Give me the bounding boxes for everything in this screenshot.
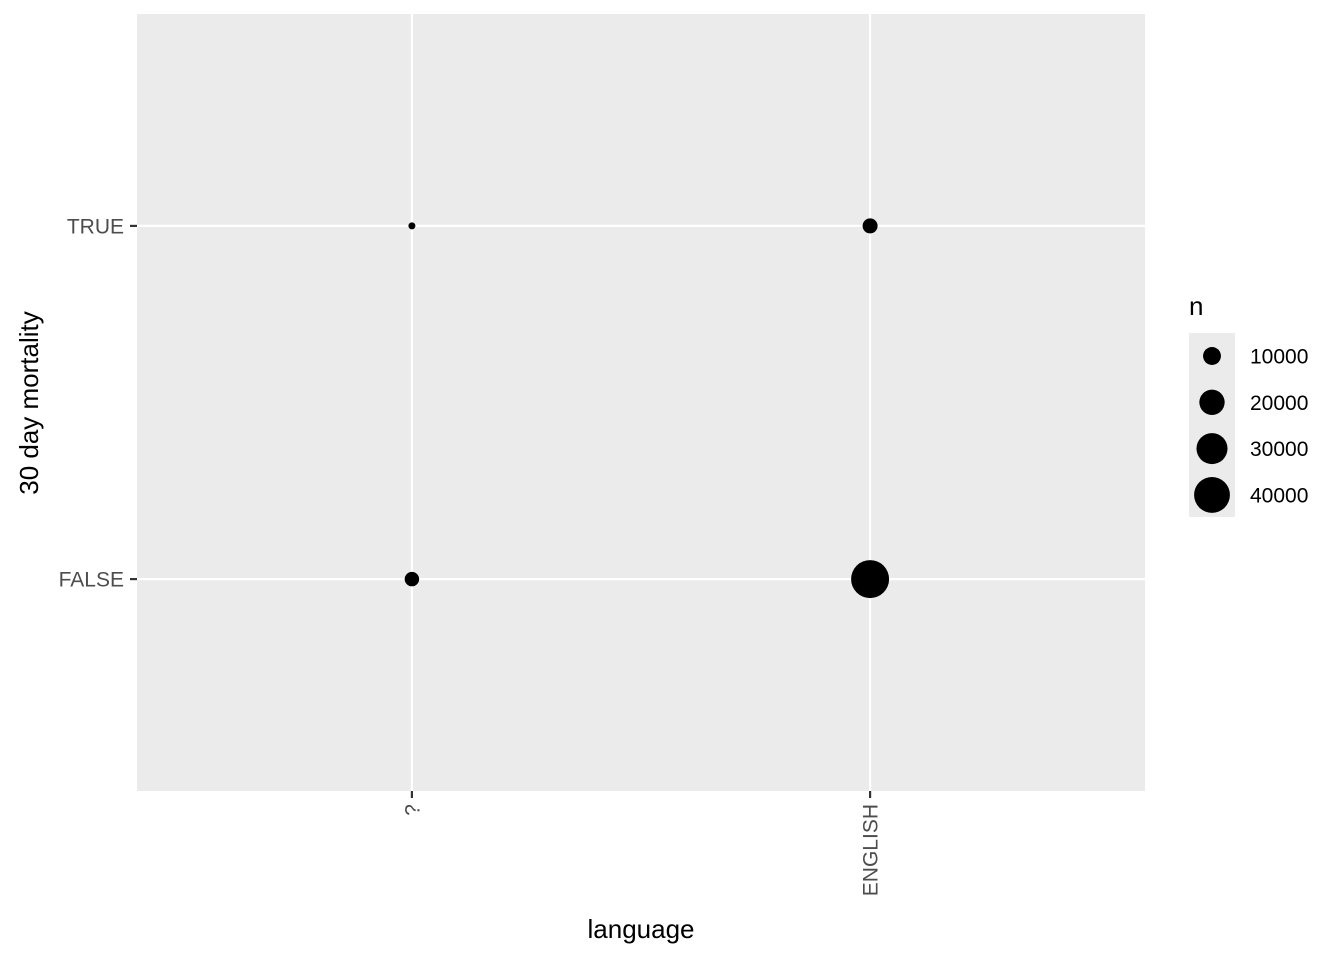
y-tick-label-false: FALSE [59, 569, 124, 592]
legend-key-40000 [1194, 476, 1230, 513]
legend-key-10000 [1203, 347, 1221, 365]
point-english-false [851, 560, 890, 599]
x-tick-label-english: ENGLISH [860, 804, 883, 896]
plot-panel [137, 14, 1145, 791]
legend-label-30000: 30000 [1250, 438, 1308, 461]
legend-label-20000: 20000 [1250, 392, 1308, 415]
point-english-true [862, 218, 878, 234]
legend-label-10000: 10000 [1250, 346, 1308, 369]
x-tick-label-unknown: ? [401, 804, 424, 816]
legend-key-20000 [1199, 389, 1225, 415]
y-axis-title: 30 day mortality [14, 311, 44, 495]
legend-title: n [1189, 291, 1203, 321]
x-axis: ? ENGLISH [401, 791, 883, 896]
point-unknown-true [408, 222, 416, 230]
point-unknown-false [404, 571, 420, 587]
y-tick-label-true: TRUE [67, 215, 124, 238]
grid-lines [137, 14, 1145, 791]
data-points [404, 218, 890, 599]
x-axis-title: language [588, 914, 695, 944]
legend-key-30000 [1196, 433, 1228, 465]
y-axis: FALSE TRUE [59, 215, 137, 592]
size-legend: n 10000 20000 30000 40000 [1189, 291, 1308, 517]
legend-label-40000: 40000 [1250, 484, 1308, 507]
